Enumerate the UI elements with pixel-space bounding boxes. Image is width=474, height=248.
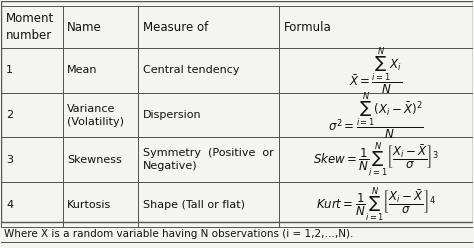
- Bar: [279, 182, 473, 227]
- Text: $\sigma^2 = \dfrac{\sum_{i=1}^{N}(X_i - \bar{X})^2}{N}$: $\sigma^2 = \dfrac{\sum_{i=1}^{N}(X_i - …: [328, 90, 424, 141]
- Text: $\bar{X} = \dfrac{\sum_{i=1}^{N} X_i}{N}$: $\bar{X} = \dfrac{\sum_{i=1}^{N} X_i}{N}…: [349, 45, 402, 96]
- Text: $Kurt = \dfrac{1}{N}\sum_{i=1}^{N}\left[\dfrac{X_i - \bar{X}}{\sigma}\right]^4$: $Kurt = \dfrac{1}{N}\sum_{i=1}^{N}\left[…: [316, 186, 436, 224]
- Text: Central tendency: Central tendency: [143, 65, 239, 75]
- Bar: [138, 48, 279, 93]
- Text: Skewness: Skewness: [67, 155, 122, 165]
- Bar: [279, 6, 473, 48]
- Text: Measure of: Measure of: [143, 21, 208, 34]
- Text: Dispersion: Dispersion: [143, 110, 201, 120]
- Bar: [1, 6, 63, 48]
- Bar: [63, 182, 138, 227]
- Bar: [138, 93, 279, 137]
- Text: Kurtosis: Kurtosis: [67, 200, 111, 210]
- Text: Symmetry  (Positive  or
Negative): Symmetry (Positive or Negative): [143, 148, 273, 171]
- Text: Variance
(Volatility): Variance (Volatility): [67, 103, 124, 127]
- Text: Shape (Tall or flat): Shape (Tall or flat): [143, 200, 245, 210]
- Bar: [63, 6, 138, 48]
- Text: Mean: Mean: [67, 65, 98, 75]
- Bar: [138, 6, 279, 48]
- Bar: [279, 48, 473, 93]
- Text: $Skew = \dfrac{1}{N}\sum_{i=1}^{N}\left[\dfrac{X_i - \bar{X}}{\sigma}\right]^3$: $Skew = \dfrac{1}{N}\sum_{i=1}^{N}\left[…: [313, 141, 439, 179]
- Text: 1: 1: [6, 65, 13, 75]
- Bar: [63, 137, 138, 182]
- Bar: [279, 93, 473, 137]
- Text: Formula: Formula: [284, 21, 332, 34]
- Text: 4: 4: [6, 200, 13, 210]
- Bar: [1, 93, 63, 137]
- Bar: [138, 182, 279, 227]
- Bar: [1, 48, 63, 93]
- Bar: [63, 93, 138, 137]
- Text: 3: 3: [6, 155, 13, 165]
- Text: Moment
number: Moment number: [6, 12, 55, 42]
- Text: 2: 2: [6, 110, 13, 120]
- Bar: [279, 137, 473, 182]
- Text: Name: Name: [67, 21, 102, 34]
- Bar: [138, 137, 279, 182]
- Bar: [63, 48, 138, 93]
- Bar: [1, 182, 63, 227]
- Text: Where X is a random variable having N observations (i = 1,2,…,N).: Where X is a random variable having N ob…: [4, 229, 353, 239]
- Bar: [1, 137, 63, 182]
